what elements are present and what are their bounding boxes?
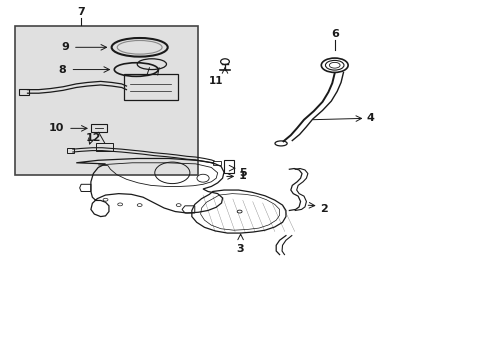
Bar [224,160,233,173]
Bar [19,89,29,95]
Text: 12: 12 [86,133,102,143]
Text: 4: 4 [366,113,373,123]
Bar [213,161,220,165]
Text: 2: 2 [320,204,327,214]
Text: 10: 10 [49,123,64,133]
Bar [96,143,113,150]
Text: 9: 9 [61,42,69,52]
Text: 5: 5 [239,168,247,178]
Text: 6: 6 [330,29,338,39]
Bar [66,148,74,153]
Text: 7: 7 [77,7,85,17]
Text: 1: 1 [238,171,246,181]
Bar [15,26,198,175]
Text: 8: 8 [59,64,66,75]
Text: 3: 3 [236,244,244,254]
Text: 11: 11 [208,76,223,86]
Bar [91,125,106,132]
